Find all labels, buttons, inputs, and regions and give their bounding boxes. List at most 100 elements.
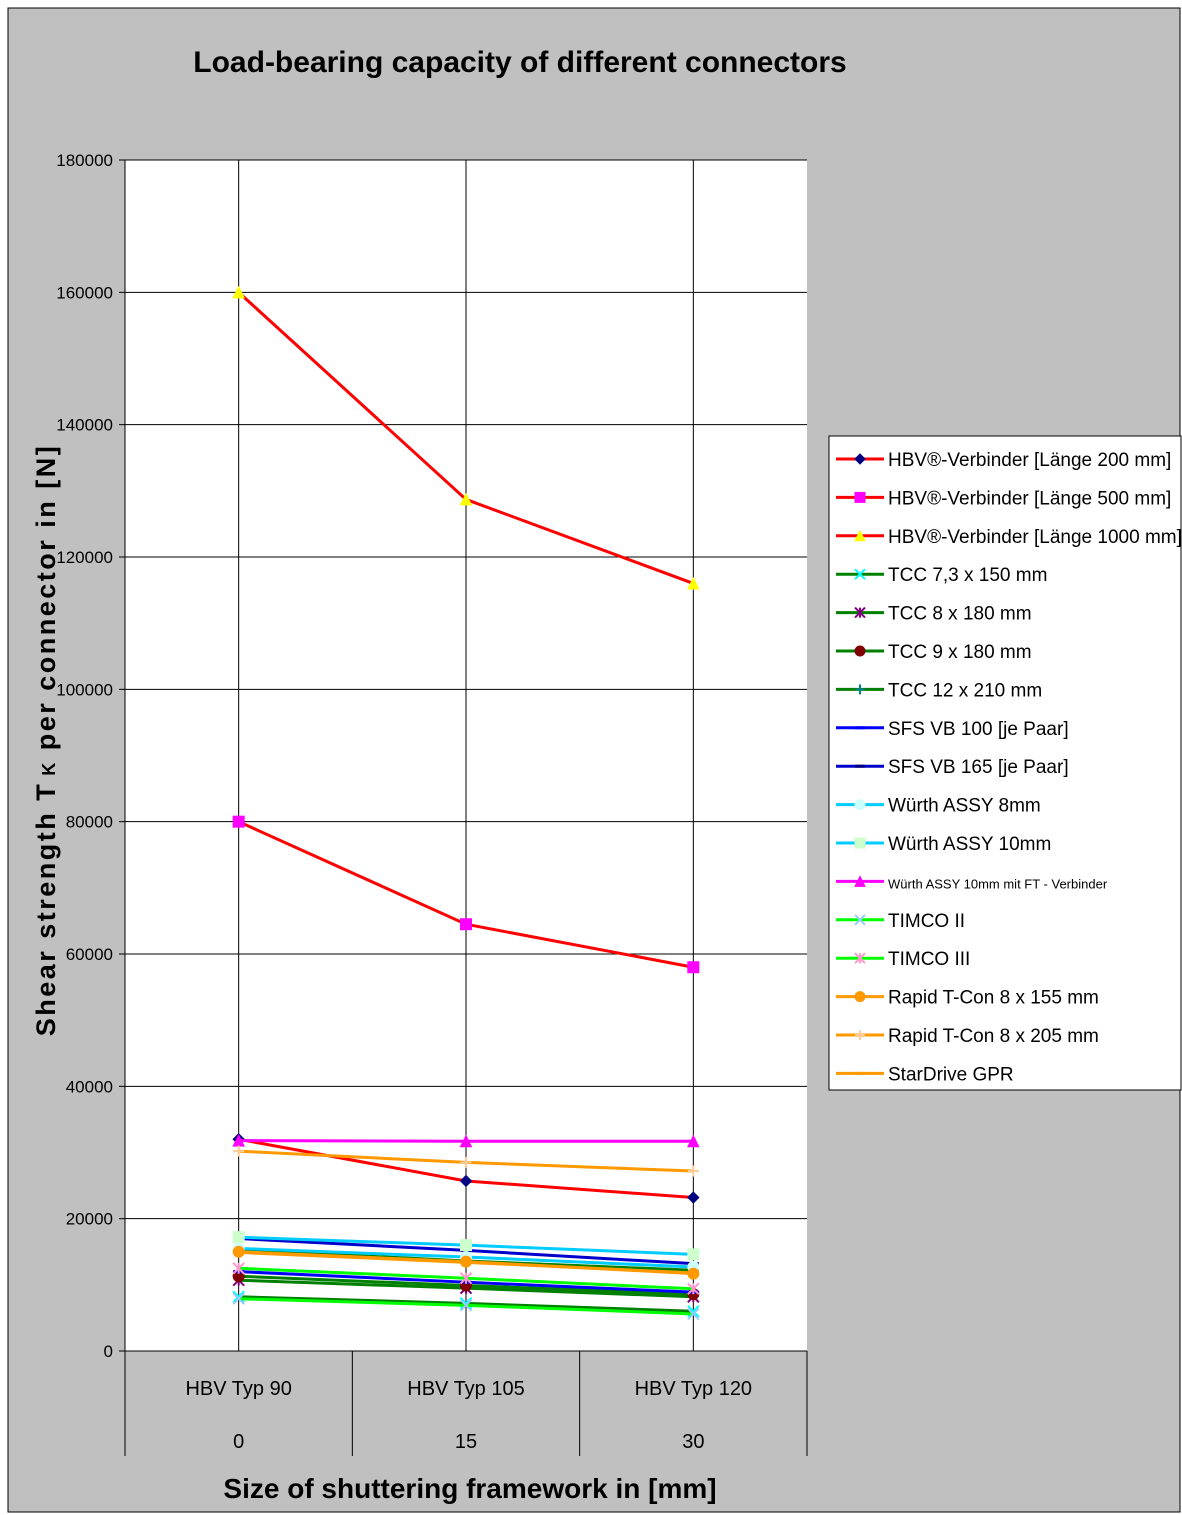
legend-label: Rapid T-Con 8 x 155 mm	[888, 988, 1099, 1009]
y-tick-label: 120000	[56, 548, 113, 567]
marker-triangle	[687, 1134, 700, 1148]
legend-item: HBV®-Verbinder [Länge 200 mm]	[836, 450, 1171, 471]
marker-triangle	[687, 576, 700, 590]
series	[232, 285, 700, 590]
marker-star	[854, 606, 866, 619]
legend-item: TCC 8 x 180 mm	[836, 604, 1032, 625]
marker-plus	[687, 1165, 699, 1177]
marker-dash	[460, 1260, 472, 1264]
y-tick-label: 80000	[66, 813, 113, 832]
legend-label: SFS VB 100 [je Paar]	[888, 719, 1069, 740]
marker-square	[854, 491, 866, 503]
y-tick-label: 160000	[56, 283, 113, 302]
marker-x	[232, 1292, 245, 1305]
x-value-label: 15	[455, 1431, 477, 1453]
legend-label: StarDrive GPR	[888, 1064, 1014, 1085]
y-tick-label: 20000	[66, 1210, 113, 1229]
legend-label: TCC 9 x 180 mm	[888, 642, 1032, 663]
x-value-label: 0	[233, 1431, 244, 1453]
marker-star	[687, 1282, 700, 1296]
marker-x	[687, 1307, 700, 1321]
marker-plus	[855, 1030, 865, 1040]
legend-item: Würth ASSY 8mm	[836, 796, 1041, 817]
legend-item: Würth ASSY 10mm	[836, 834, 1051, 855]
series	[232, 1262, 700, 1296]
marker-diamond	[459, 1174, 473, 1188]
legend-label: SFS VB 165 [je Paar]	[888, 757, 1069, 778]
marker-star	[232, 1262, 245, 1275]
marker-square	[854, 837, 866, 849]
marker-triangle	[232, 285, 245, 299]
marker-triangle	[459, 492, 473, 506]
marker-dash	[855, 726, 865, 730]
grid-layer	[125, 159, 807, 1351]
series	[233, 1250, 699, 1275]
series	[233, 1145, 699, 1177]
marker-triangle	[459, 1134, 473, 1148]
marker-star	[459, 1272, 473, 1285]
y-tick-label: 60000	[66, 945, 113, 964]
marker-x	[459, 1297, 473, 1310]
legend-label: Rapid T-Con 8 x 205 mm	[888, 1026, 1099, 1047]
y-axis-label-tail: per connector in [N]	[31, 444, 61, 761]
legend-item: TIMCO III	[836, 949, 970, 970]
legend-label: Würth ASSY 10mm	[888, 834, 1051, 855]
marker-square	[460, 1239, 472, 1252]
marker-triangle	[854, 529, 866, 542]
legend-item: Würth ASSY 10mm mit FT - Verbinder	[836, 875, 1108, 891]
legend-label: HBV®-Verbinder [Länge 500 mm]	[888, 488, 1171, 509]
marker-square	[460, 918, 472, 931]
legend-label: Würth ASSY 10mm mit FT - Verbinder	[888, 876, 1108, 891]
series	[232, 1292, 700, 1321]
marker-dash	[233, 1250, 245, 1254]
y-tick-label: 140000	[56, 416, 113, 435]
y-tick-label: 100000	[56, 680, 113, 699]
legend-label: TIMCO II	[888, 911, 965, 932]
marker-plus	[460, 1156, 472, 1168]
legend-item: TCC 9 x 180 mm	[836, 642, 1032, 663]
series	[232, 1231, 700, 1261]
chart-title: Load-bearing capacity of different conne…	[193, 46, 846, 79]
legend-item: TIMCO II	[836, 911, 965, 932]
legend-label: Würth ASSY 8mm	[888, 796, 1041, 817]
legend-item: Rapid T-Con 8 x 205 mm	[836, 1026, 1099, 1047]
marker-x	[854, 568, 866, 580]
legend-box	[828, 435, 1182, 1091]
legend-label: TCC 8 x 180 mm	[888, 604, 1032, 625]
marker-diamond	[854, 453, 866, 465]
x-category-label: HBV Typ 120	[635, 1378, 752, 1400]
marker-x	[854, 914, 866, 926]
marker-square	[687, 961, 700, 974]
marker-square	[232, 1231, 245, 1244]
x-axis-label: Size of shuttering framework in [mm]	[223, 1473, 716, 1504]
y-tick-label: 40000	[66, 1077, 113, 1096]
marker-x	[232, 1290, 245, 1303]
marker-dash	[855, 764, 865, 768]
legend-item: Rapid T-Con 8 x 155 mm	[836, 988, 1099, 1009]
y-tick-label: 180000	[56, 151, 113, 170]
marker-plus	[855, 684, 865, 695]
legend-label: TCC 7,3 x 150 mm	[888, 565, 1047, 586]
legend-item: SFS VB 165 [je Paar]	[836, 757, 1069, 778]
marker-circle	[854, 799, 866, 811]
y-tick-label: 0	[104, 1342, 113, 1361]
legend-label: HBV®-Verbinder [Länge 200 mm]	[888, 450, 1171, 471]
legend-label: TIMCO III	[888, 949, 970, 970]
series-layer	[232, 285, 700, 1321]
marker-circle	[854, 991, 866, 1003]
y-axis-label: Shear strength T K per connector in [N]	[31, 444, 61, 1037]
legend-item: TCC 7,3 x 150 mm	[836, 565, 1047, 586]
legend-item: SFS VB 100 [je Paar]	[836, 719, 1069, 740]
x-category-label: HBV Typ 90	[185, 1378, 291, 1400]
series	[232, 815, 700, 974]
legend-label: TCC 12 x 210 mm	[888, 680, 1042, 701]
x-category-label: HBV Typ 105	[407, 1378, 524, 1400]
y-axis-label-main: Shear strength T	[31, 782, 61, 1037]
marker-triangle	[854, 875, 866, 887]
marker-circle	[854, 645, 866, 657]
legend-item: HBV®-Verbinder [Länge 500 mm]	[836, 488, 1171, 509]
legend-item: HBV®-Verbinder [Länge 1000 mm]	[836, 527, 1182, 548]
axis-layer: 0 20000 40000 60000 80000 100000 120000 140000 1…	[56, 151, 808, 1456]
